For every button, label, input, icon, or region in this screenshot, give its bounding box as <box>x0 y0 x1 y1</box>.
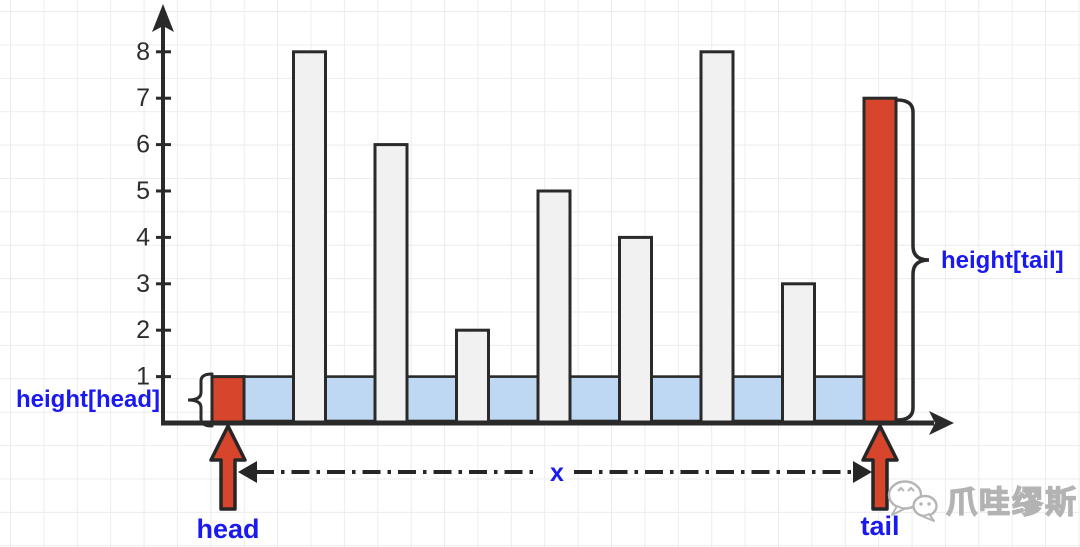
tail-label: tail <box>860 511 900 541</box>
y-tick-label: 1 <box>136 363 150 391</box>
y-axis-arrowhead <box>152 4 174 32</box>
y-tick-label: 8 <box>136 38 150 66</box>
bar <box>292 50 327 425</box>
watermark-text: 爪哇缪斯 <box>945 484 1078 520</box>
tail-height-brace <box>895 98 930 422</box>
wechat-icon <box>887 479 938 522</box>
bar <box>781 282 816 425</box>
bar <box>455 328 490 425</box>
bar <box>536 189 572 425</box>
y-ticks: 1 2 3 4 5 6 7 8 <box>136 38 171 391</box>
head-pointer-arrow <box>209 424 247 511</box>
axes <box>152 4 954 435</box>
head-bar <box>210 375 246 425</box>
height-head-label: height[head] <box>16 386 160 413</box>
bars-layer <box>210 50 898 425</box>
y-tick-label: 3 <box>136 270 150 298</box>
height-tail-label: height[tail] <box>941 247 1064 274</box>
head-label: head <box>196 514 260 544</box>
y-tick-label: 5 <box>136 177 150 205</box>
tail-pointer-arrow <box>861 424 899 511</box>
y-tick-label: 2 <box>136 316 150 344</box>
tail-bar <box>862 96 898 425</box>
y-tick-label: 6 <box>136 131 150 159</box>
span-line <box>238 461 872 483</box>
head-height-brace <box>187 372 214 428</box>
bar <box>699 50 735 425</box>
span-line-right-arrowhead <box>853 461 872 483</box>
span-line-left-arrowhead <box>238 461 257 483</box>
x-span-label: x <box>550 459 564 487</box>
y-tick-label: 4 <box>136 223 150 251</box>
watermark: 爪哇缪斯 <box>886 477 1078 522</box>
bar <box>373 143 409 425</box>
bar <box>618 235 653 425</box>
x-axis-arrowhead <box>929 411 954 435</box>
y-tick-label: 7 <box>136 84 150 112</box>
